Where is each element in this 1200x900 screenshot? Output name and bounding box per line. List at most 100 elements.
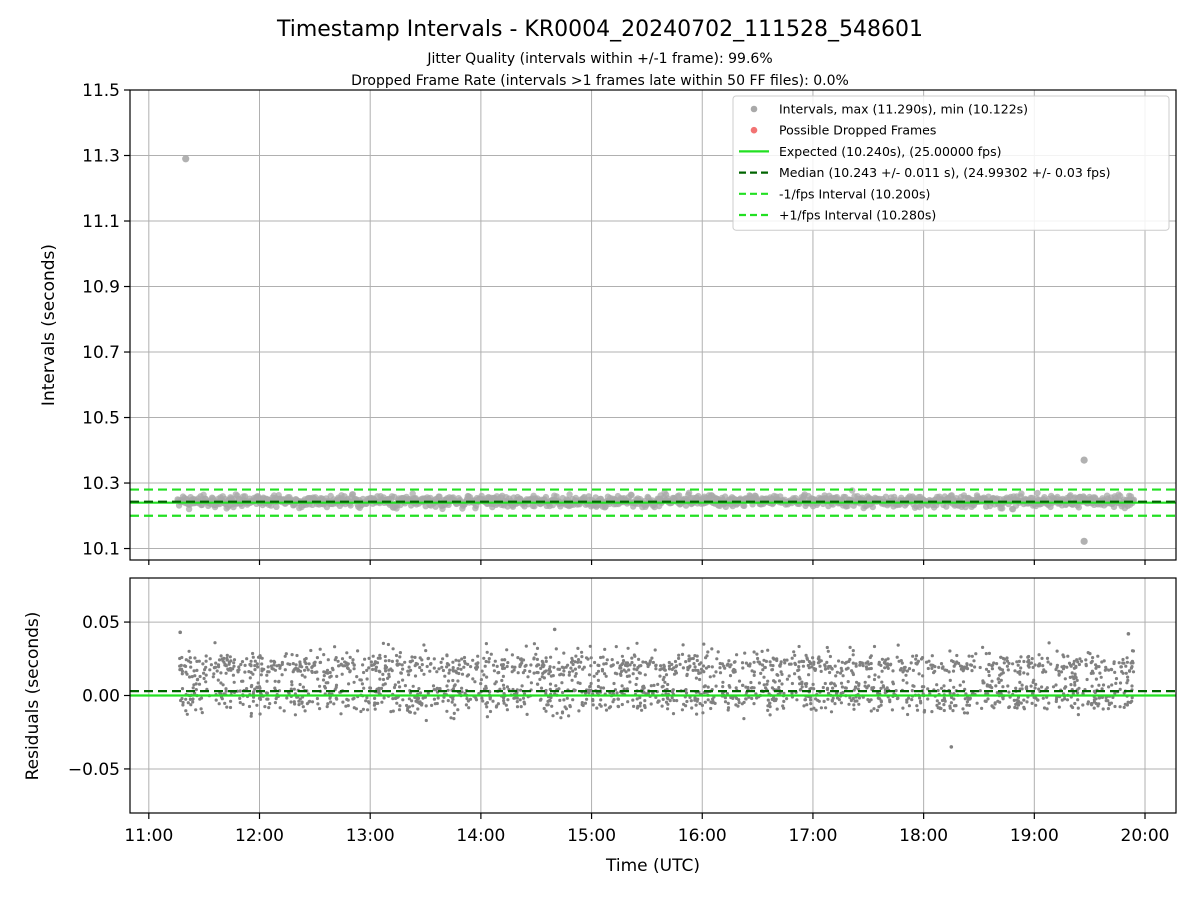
residual-point [877, 705, 881, 709]
residual-point [872, 644, 877, 649]
residual-point [600, 669, 605, 673]
residual-point [1059, 670, 1064, 674]
residual-point [737, 700, 741, 705]
residual-point [1061, 653, 1065, 657]
residual-point [368, 686, 373, 690]
residual-point [549, 695, 553, 700]
residual-point [733, 660, 737, 664]
residual-point [491, 699, 495, 703]
residual-point [275, 664, 279, 668]
residual-point [851, 661, 855, 665]
residual-point [441, 699, 445, 703]
residual-point [392, 685, 397, 690]
residual-point [829, 682, 833, 686]
residual-point [756, 660, 760, 664]
residual-point [660, 704, 664, 708]
residual-point [381, 683, 385, 687]
residual-point [735, 653, 739, 657]
residual-point [571, 662, 575, 667]
residual-point [231, 673, 235, 677]
residual-point [963, 697, 967, 701]
residual-point [260, 669, 264, 673]
residual-point [228, 655, 232, 659]
residual-point [851, 671, 855, 675]
residual-point [361, 707, 365, 711]
residual-point [978, 689, 982, 693]
residual-point [437, 667, 441, 671]
residual-point [554, 684, 558, 688]
residual-point [544, 656, 548, 660]
residual-point [621, 659, 626, 663]
residual-point [286, 662, 290, 666]
residual-point [630, 660, 634, 665]
residual-point [723, 666, 727, 670]
residual-point [216, 663, 221, 667]
residual-point [400, 663, 404, 667]
residual-point [534, 652, 538, 656]
legend: Intervals, max (11.290s), min (10.122s) P… [732, 95, 1170, 231]
residual-point [766, 708, 770, 713]
residual-point [877, 660, 881, 665]
interval-point [741, 502, 748, 509]
residual-point [731, 696, 735, 701]
y-tick-label: 0.05 [82, 613, 120, 633]
residual-point [926, 697, 930, 701]
residual-point [909, 661, 913, 665]
residual-point [821, 685, 825, 690]
residual-point [195, 668, 199, 673]
residual-point [939, 706, 943, 711]
residual-point [818, 664, 822, 668]
residual-point [740, 661, 745, 665]
residual-point [253, 668, 257, 672]
x-tick-label: 13:00 [346, 826, 395, 846]
residual-point [191, 700, 195, 704]
residual-point [399, 671, 403, 675]
residual-point [532, 656, 536, 660]
chart-subtitle-jitter: Jitter Quality (intervals within +/-1 fr… [426, 51, 772, 67]
residual-point [290, 683, 294, 687]
residual-point [471, 658, 475, 662]
residual-point [506, 661, 510, 665]
residual-point [666, 682, 670, 687]
residual-point [990, 704, 994, 708]
residual-point [406, 706, 410, 710]
residual-point [484, 684, 488, 688]
residual-point [365, 668, 369, 673]
residual-point [535, 664, 539, 668]
residual-point [316, 677, 320, 681]
residual-point [697, 671, 701, 676]
residual-point [245, 657, 249, 661]
residual-point [259, 673, 263, 677]
residual-point [666, 702, 670, 706]
residual-point [243, 663, 247, 668]
residual-point [752, 686, 756, 690]
residual-point [822, 699, 826, 704]
residual-point [303, 668, 307, 672]
residual-point [1097, 695, 1101, 700]
residual-point [616, 697, 621, 701]
residual-point [770, 668, 775, 672]
residual-point [410, 699, 414, 703]
residual-point [673, 659, 678, 664]
residual-point [1069, 704, 1073, 708]
residual-point [987, 673, 991, 678]
residual-point [1013, 705, 1017, 710]
residual-point [840, 685, 845, 689]
residual-point [721, 680, 725, 684]
residual-point [381, 641, 385, 646]
residual-point [179, 698, 183, 703]
residual-point [1073, 701, 1077, 706]
residual-point [896, 696, 900, 700]
residual-point [390, 659, 394, 664]
residual-point [582, 665, 586, 669]
residual-point [631, 672, 635, 676]
residual-point [204, 659, 208, 663]
residual-point [888, 698, 892, 702]
residual-point [1032, 695, 1036, 700]
residual-point [273, 686, 277, 690]
residual-point [273, 701, 277, 705]
residual-point [613, 671, 618, 675]
residual-point [339, 662, 343, 666]
residual-point [680, 708, 685, 712]
residual-point [1100, 687, 1104, 691]
